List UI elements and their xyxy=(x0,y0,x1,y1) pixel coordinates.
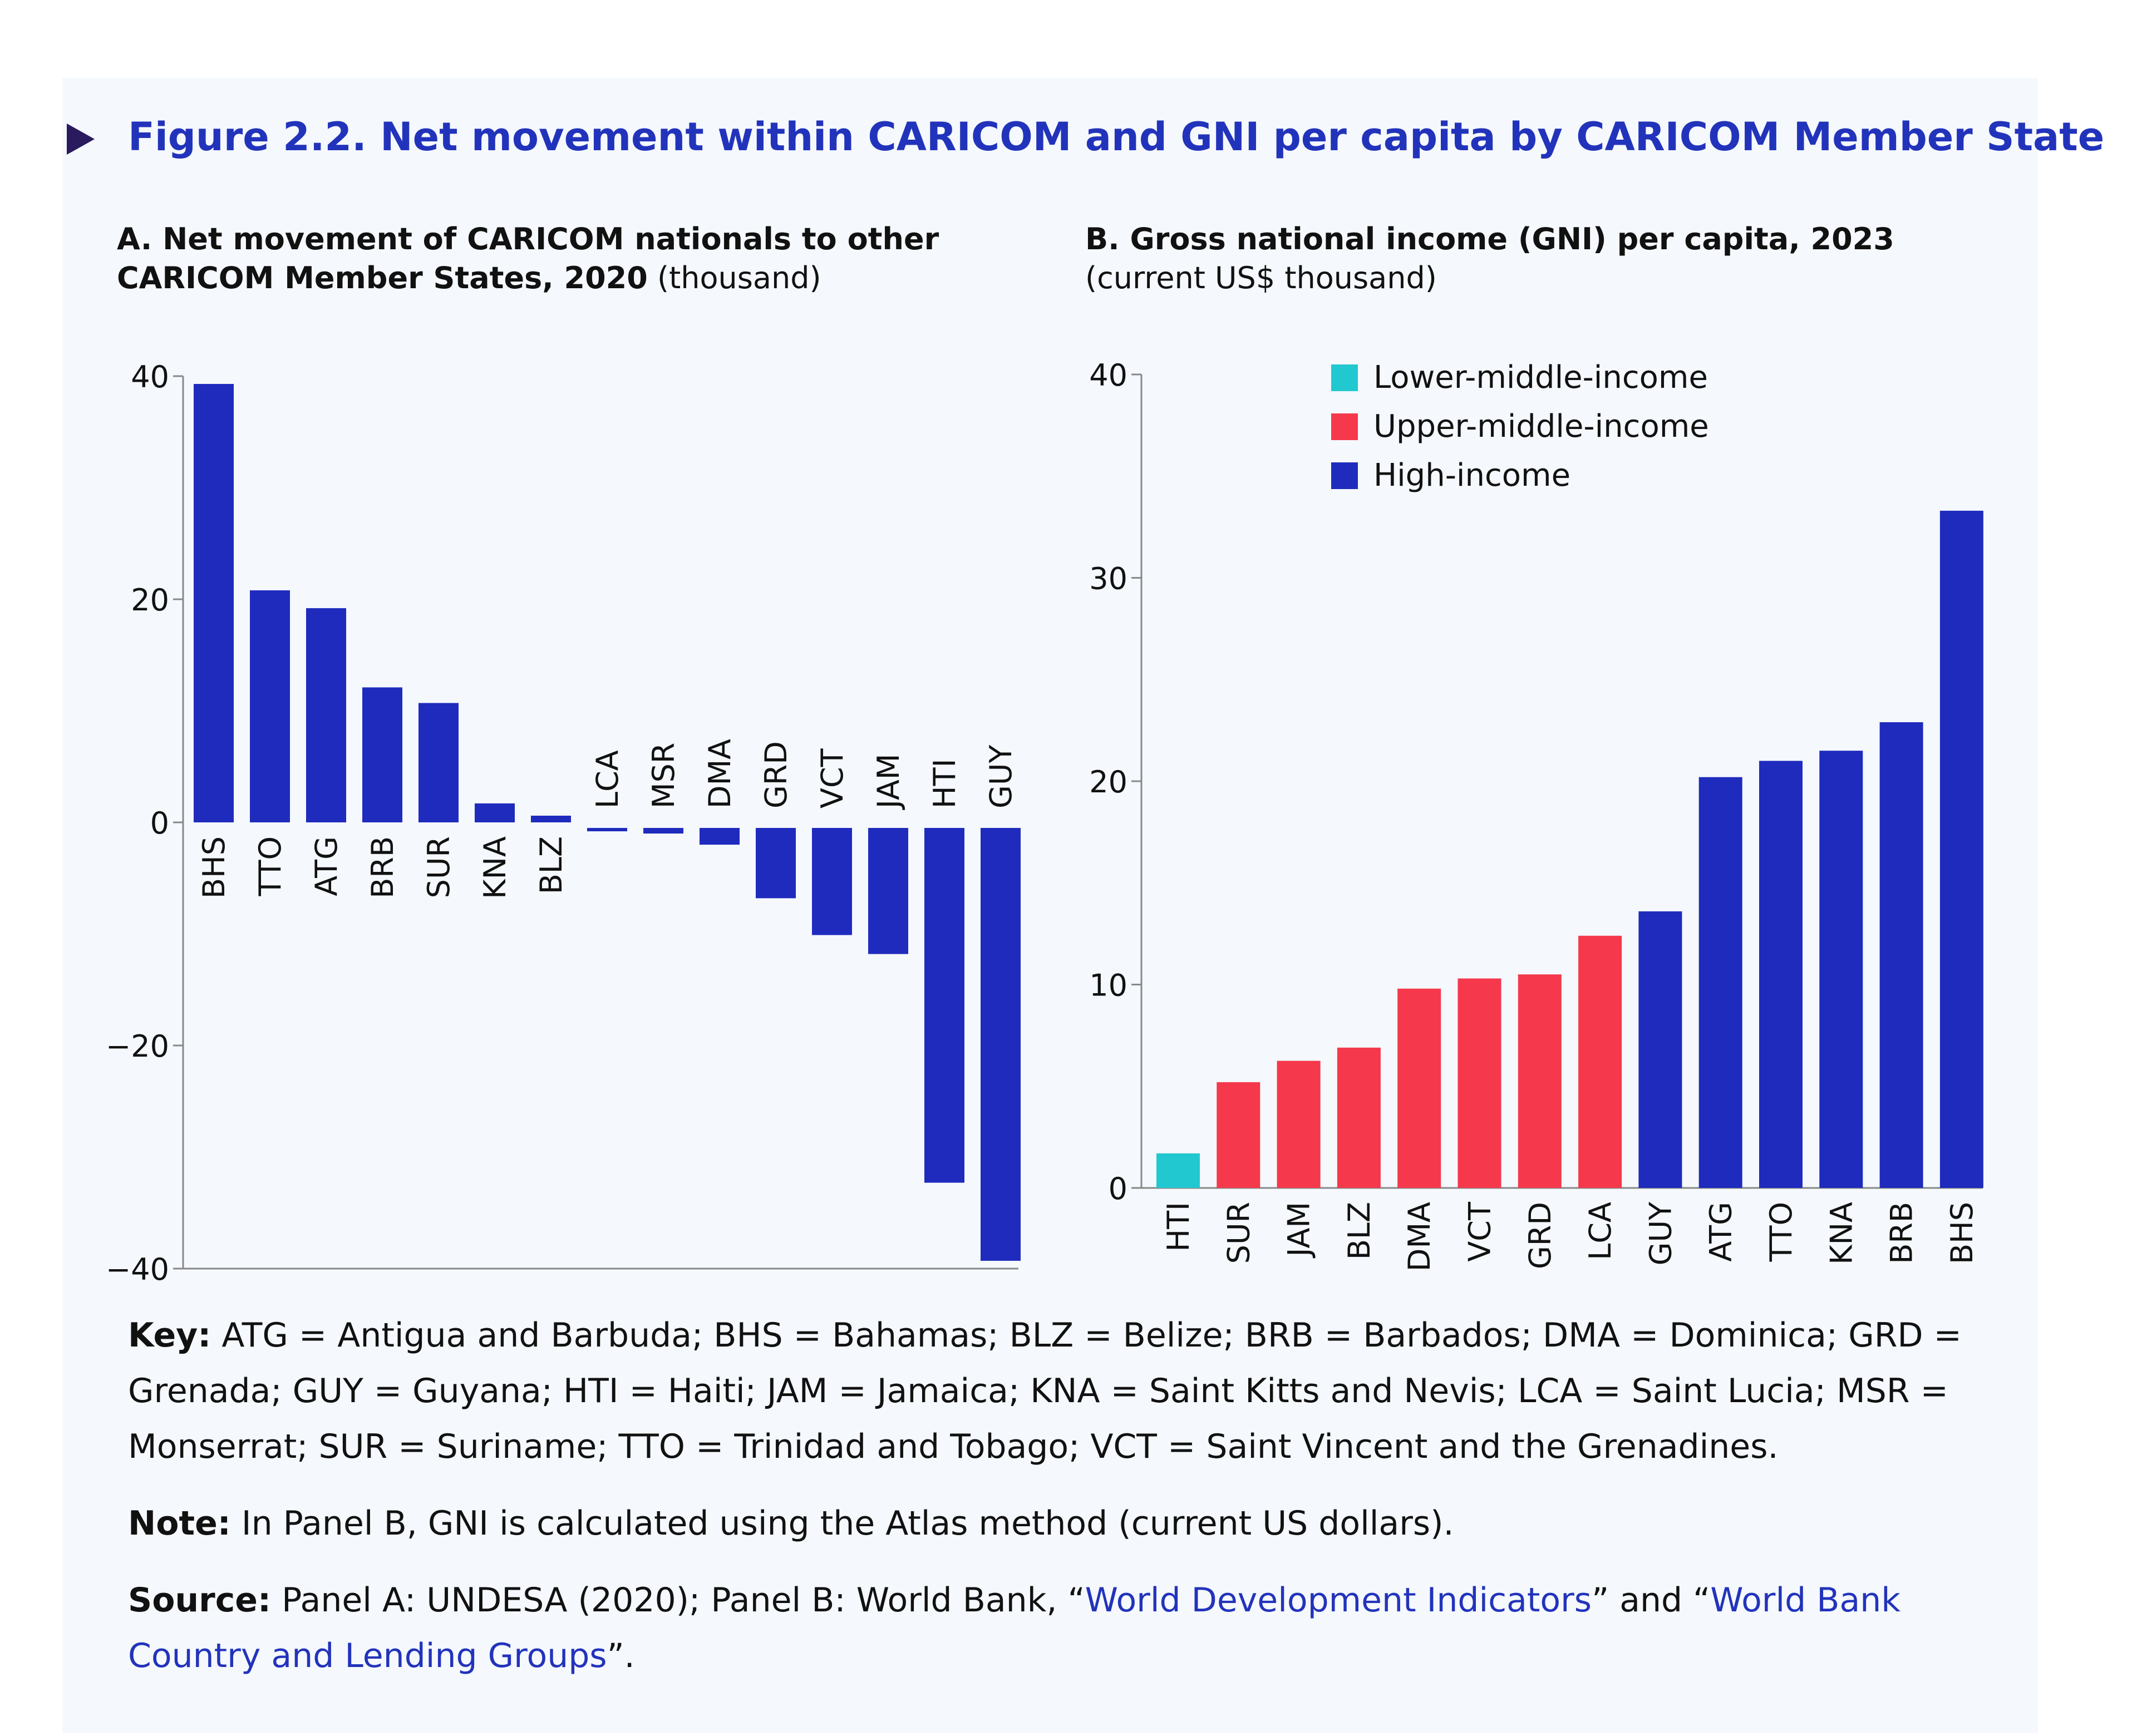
key-paragraph: Key: ATG = Antigua and Barbuda; BHS = Ba… xyxy=(128,1308,1998,1474)
legend-swatch-2 xyxy=(1331,462,1358,489)
bar-BLZ xyxy=(1337,1047,1381,1188)
x-tick-label: BLZ xyxy=(1342,1202,1377,1260)
x-tick-label: ATG xyxy=(309,836,344,896)
figure-title: Figure 2.2. Net movement within CARICOM … xyxy=(128,114,2105,160)
bar-DMA xyxy=(1397,988,1441,1188)
x-tick-label: BLZ xyxy=(534,836,569,894)
panel-a-subtitle: A. Net movement of CARICOM nationals to … xyxy=(117,220,939,298)
bar-SUR xyxy=(1217,1082,1260,1188)
x-tick-label: LCA xyxy=(590,750,625,808)
panel-a-subtitle-line1: A. Net movement of CARICOM nationals to … xyxy=(117,221,939,257)
source-text: ”. xyxy=(607,1636,635,1675)
bar-VCT xyxy=(812,828,852,935)
y-tick-label: −40 xyxy=(106,1252,169,1287)
legend-label: Upper-middle-income xyxy=(1373,408,1709,445)
bar-HTI xyxy=(1156,1153,1200,1188)
bar-JAM xyxy=(868,828,908,954)
panel-a-subtitle-line2: CARICOM Member States, 2020 xyxy=(117,260,648,295)
x-tick-label: TTO xyxy=(1764,1202,1799,1262)
bar-GRD xyxy=(1518,974,1562,1188)
x-tick-label: GUY xyxy=(983,744,1018,808)
x-tick-label: VCT xyxy=(1463,1201,1498,1262)
y-tick-label: 40 xyxy=(1089,358,1127,393)
key-label: Key: xyxy=(128,1316,211,1355)
y-tick-label: 10 xyxy=(1089,968,1127,1003)
note-paragraph: Note: In Panel B, GNI is calculated usin… xyxy=(128,1496,1998,1551)
panel-b-unit: (current US$ thousand) xyxy=(1085,260,1437,295)
bar-ATG xyxy=(1698,777,1742,1188)
source-text: Panel A: UNDESA (2020); Panel B: World B… xyxy=(271,1581,1085,1620)
note-text: In Panel B, GNI is calculated using the … xyxy=(230,1504,1454,1543)
x-tick-label: JAM xyxy=(1282,1202,1317,1259)
bar-BHS xyxy=(1939,510,1983,1188)
x-tick-label: HTI xyxy=(927,758,962,808)
y-tick-label: 0 xyxy=(150,806,169,841)
source-paragraph: Source: Panel A: UNDESA (2020); Panel B:… xyxy=(128,1572,1998,1684)
x-tick-label: DMA xyxy=(702,739,737,808)
bar-LCA xyxy=(1578,935,1622,1188)
x-tick-label: DMA xyxy=(1402,1202,1437,1271)
bar-BLZ xyxy=(531,815,571,822)
x-tick-label: KNA xyxy=(477,836,513,899)
bar-ATG xyxy=(306,608,346,822)
bar-GUY xyxy=(981,828,1021,1261)
lending-groups-link[interactable]: World Bank Country and Lending Groups xyxy=(128,1581,1900,1675)
y-tick-label: −20 xyxy=(106,1029,169,1064)
x-tick-label: BHS xyxy=(1944,1202,1980,1264)
bar-BRB xyxy=(1879,722,1923,1188)
bar-TTO xyxy=(1759,761,1803,1188)
y-tick-label: 20 xyxy=(1089,765,1127,800)
panel-a-unit: (thousand) xyxy=(657,260,821,295)
y-tick-label: 0 xyxy=(1109,1171,1127,1206)
panel-b-subtitle-line1: B. Gross national income (GNI) per capit… xyxy=(1085,221,1894,257)
source-text: ” and “ xyxy=(1592,1581,1711,1620)
notes: Key: ATG = Antigua and Barbuda; BHS = Ba… xyxy=(128,1308,1998,1705)
key-text: ATG = Antigua and Barbuda; BHS = Bahamas… xyxy=(128,1316,1962,1466)
x-tick-label: BHS xyxy=(196,836,232,899)
note-label: Note: xyxy=(128,1504,231,1543)
bar-KNA xyxy=(1819,751,1863,1188)
panel-b-subtitle: B. Gross national income (GNI) per capit… xyxy=(1085,220,1894,298)
bar-VCT xyxy=(1458,978,1501,1188)
bar-GUY xyxy=(1638,911,1682,1188)
bar-TTO xyxy=(250,590,290,822)
bar-KNA xyxy=(475,803,515,822)
x-tick-label: VCT xyxy=(815,748,850,808)
wdi-link[interactable]: World Development Indicators xyxy=(1085,1581,1592,1620)
x-tick-label: JAM xyxy=(871,753,906,810)
source-label: Source: xyxy=(128,1581,271,1620)
legend-swatch-1 xyxy=(1331,413,1358,440)
y-tick-label: 40 xyxy=(131,359,169,394)
bar-SUR xyxy=(418,703,459,822)
x-tick-label: BRB xyxy=(1884,1202,1919,1264)
x-tick-label: LCA xyxy=(1583,1202,1618,1260)
x-tick-label: HTI xyxy=(1161,1202,1196,1252)
x-tick-label: BRB xyxy=(365,836,400,899)
legend-label: Lower-middle-income xyxy=(1373,359,1708,396)
legend-swatch-0 xyxy=(1331,364,1358,391)
bar-MSR xyxy=(643,828,683,834)
x-tick-label: ATG xyxy=(1703,1202,1739,1262)
y-tick-label: 30 xyxy=(1089,561,1127,596)
bar-DMA xyxy=(700,828,740,845)
bar-GRD xyxy=(756,828,796,899)
x-tick-label: KNA xyxy=(1824,1202,1859,1265)
bar-BHS xyxy=(194,384,234,822)
legend-label: High-income xyxy=(1373,457,1570,494)
triangle-marker-icon xyxy=(67,124,95,155)
x-tick-label: SUR xyxy=(421,836,456,898)
x-tick-label: GRD xyxy=(1523,1202,1558,1269)
x-tick-label: GRD xyxy=(759,741,794,808)
bar-BRB xyxy=(362,687,402,822)
bar-JAM xyxy=(1277,1061,1321,1188)
y-tick-label: 20 xyxy=(131,583,169,618)
x-tick-label: GUY xyxy=(1643,1201,1678,1265)
x-tick-label: MSR xyxy=(646,743,681,808)
bar-LCA xyxy=(587,828,627,832)
x-tick-label: SUR xyxy=(1221,1202,1256,1264)
x-tick-label: TTO xyxy=(253,836,288,897)
bar-HTI xyxy=(924,828,964,1183)
